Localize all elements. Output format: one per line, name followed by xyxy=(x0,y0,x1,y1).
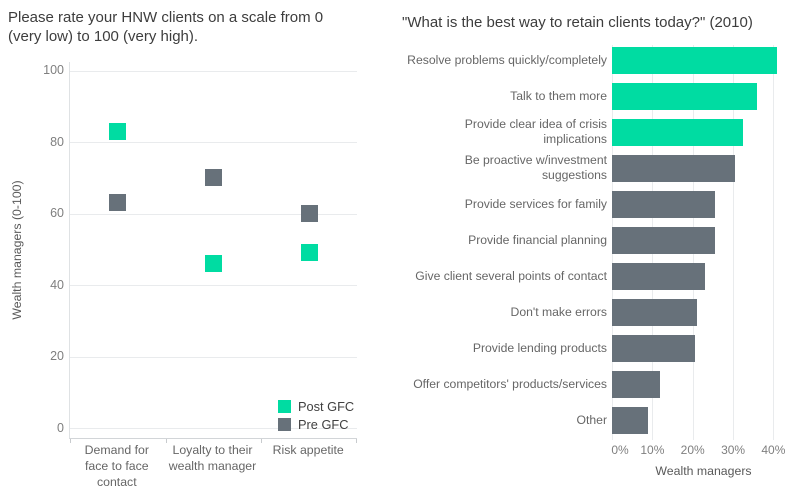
y-gridline xyxy=(70,142,357,143)
bar-resolve-problems-quickly-completely xyxy=(612,46,778,74)
category-label-line: Risk appetite xyxy=(272,443,344,457)
legend-swatch-post-gfc xyxy=(278,399,291,413)
left-chart-title: Please rate your HNW clients on a scale … xyxy=(8,9,324,46)
left-y-tick-labels: 0 20 40 60 80 100 xyxy=(24,0,64,500)
category-label-line: contact xyxy=(96,474,137,489)
bar-label-line: Provide clear idea of crisis xyxy=(464,117,607,132)
bar-label-offer-competitors-products-services: Offer competitors' products/services xyxy=(400,366,607,402)
bar-don-t-make-errors xyxy=(612,298,697,326)
x-tick-label: 30% xyxy=(721,443,746,457)
legend-item-post-gfc: Post GFC xyxy=(278,397,354,415)
bar-label-line: Be proactive w/investment xyxy=(464,153,607,168)
bar-label-line: implications xyxy=(543,132,607,146)
legend: Post GFC Pre GFC xyxy=(278,397,354,433)
bar-be-proactive-w-investment-suggestions xyxy=(612,154,736,182)
bar-label-provide-financial-planning: Provide financial planning xyxy=(400,222,607,258)
bar-category-labels: Resolve problems quickly/completely Talk … xyxy=(400,45,607,440)
y-tick-label: 100 xyxy=(43,63,64,77)
legend-item-pre-gfc: Pre GFC xyxy=(278,415,354,433)
legend-label: Pre GFC xyxy=(298,416,349,432)
bar-label-provide-clear-idea-of-crisis-implications: Provide clear idea of crisis implications xyxy=(400,114,607,150)
bar-label-provide-services-for-family: Provide services for family xyxy=(400,186,607,222)
x-tick-mark xyxy=(70,439,71,443)
bar-label-line: Provide services for family xyxy=(464,196,607,211)
x-tick-mark xyxy=(261,439,263,443)
x-tick-mark xyxy=(165,439,167,443)
y-tick-label: 80 xyxy=(50,134,64,149)
bar-label-line: suggestions xyxy=(541,168,607,182)
data-point-pre-gfc xyxy=(300,205,318,222)
data-point-post-gfc xyxy=(300,244,318,262)
y-gridline xyxy=(70,213,357,215)
bar-label-be-proactive-w-investment-suggestions: Be proactive w/investment suggestions xyxy=(400,150,607,186)
bar-label-line: Provide financial planning xyxy=(468,232,607,247)
legend-label: Post GFC xyxy=(298,398,355,414)
bar-label-resolve-problems-quickly-completely: Resolve problems quickly/completely xyxy=(400,42,607,78)
y-gridline xyxy=(70,428,357,429)
right-chart-title: "What is the best way to retain clients … xyxy=(402,14,753,31)
category-label-demand-for-face-to-face-contact: Demand for face to face contact xyxy=(85,443,149,491)
y-tick-label: 40 xyxy=(50,277,64,292)
data-point-pre-gfc xyxy=(205,169,222,187)
bar-label-line: Give client several points of contact xyxy=(415,268,607,283)
bar-label-line: Provide lending products xyxy=(472,340,607,355)
y-tick-label: 0 xyxy=(57,420,64,435)
bar-label-other: Other xyxy=(400,402,607,438)
category-label-line: Demand for xyxy=(84,443,149,457)
bar-provide-lending-products xyxy=(612,334,695,362)
category-label-risk-appetite: Risk appetite xyxy=(273,443,344,459)
category-label-line: face to face xyxy=(85,458,149,473)
left-y-axis-title: Wealth managers (0-100) xyxy=(10,180,24,320)
y-gridline xyxy=(70,70,357,72)
x-tick-mark xyxy=(356,439,357,443)
y-tick-label: 20 xyxy=(50,349,64,363)
right-plot-area xyxy=(612,45,795,440)
x-tick-label: 0% xyxy=(611,443,629,457)
bar-label-line: Offer competitors' products/services xyxy=(413,376,607,391)
bar-label-line: Resolve problems quickly/completely xyxy=(407,52,607,67)
bar-provide-clear-idea-of-crisis-implications xyxy=(612,118,744,146)
y-gridline xyxy=(70,356,357,358)
bar-label-line: Other xyxy=(576,412,607,427)
data-point-pre-gfc xyxy=(109,194,127,212)
bar-provide-financial-planning xyxy=(612,226,715,254)
bar-other xyxy=(612,406,649,434)
bar-label-provide-lending-products: Provide lending products xyxy=(400,330,607,366)
x-gridline xyxy=(733,45,735,440)
bar-provide-services-for-family xyxy=(612,190,715,218)
y-gridline xyxy=(70,285,357,286)
bar-talk-to-them-more xyxy=(612,82,758,110)
data-point-post-gfc xyxy=(109,122,127,140)
bar-label-line: Don't make errors xyxy=(510,304,607,319)
bar-offer-competitors-products-services xyxy=(612,370,661,398)
x-tick-label: 40% xyxy=(761,443,786,457)
x-gridline xyxy=(773,45,775,440)
category-label-loyalty-to-their-wealth-manager: Loyalty to their wealth manager xyxy=(169,443,257,475)
right-x-axis-title: Wealth managers xyxy=(655,464,752,478)
bar-give-client-several-points-of-contact xyxy=(612,262,705,290)
data-point-post-gfc xyxy=(205,255,222,272)
bar-label-give-client-several-points-of-contact: Give client several points of contact xyxy=(400,258,607,294)
legend-swatch-pre-gfc xyxy=(278,417,291,431)
bar-label-don-t-make-errors: Don't make errors xyxy=(400,294,607,330)
left-plot-area xyxy=(69,62,357,443)
category-label-line: Loyalty to their xyxy=(172,443,253,457)
x-tick-label: 20% xyxy=(680,443,705,457)
bar-label-line: Talk to them more xyxy=(510,88,607,103)
y-tick-label: 60 xyxy=(50,206,64,220)
bar-label-talk-to-them-more: Talk to them more xyxy=(400,78,607,114)
category-label-line: wealth manager xyxy=(168,458,257,473)
x-tick-label: 10% xyxy=(640,443,665,457)
right-x-tick-labels: 0% 10% 20% 30% 40% xyxy=(611,443,795,459)
